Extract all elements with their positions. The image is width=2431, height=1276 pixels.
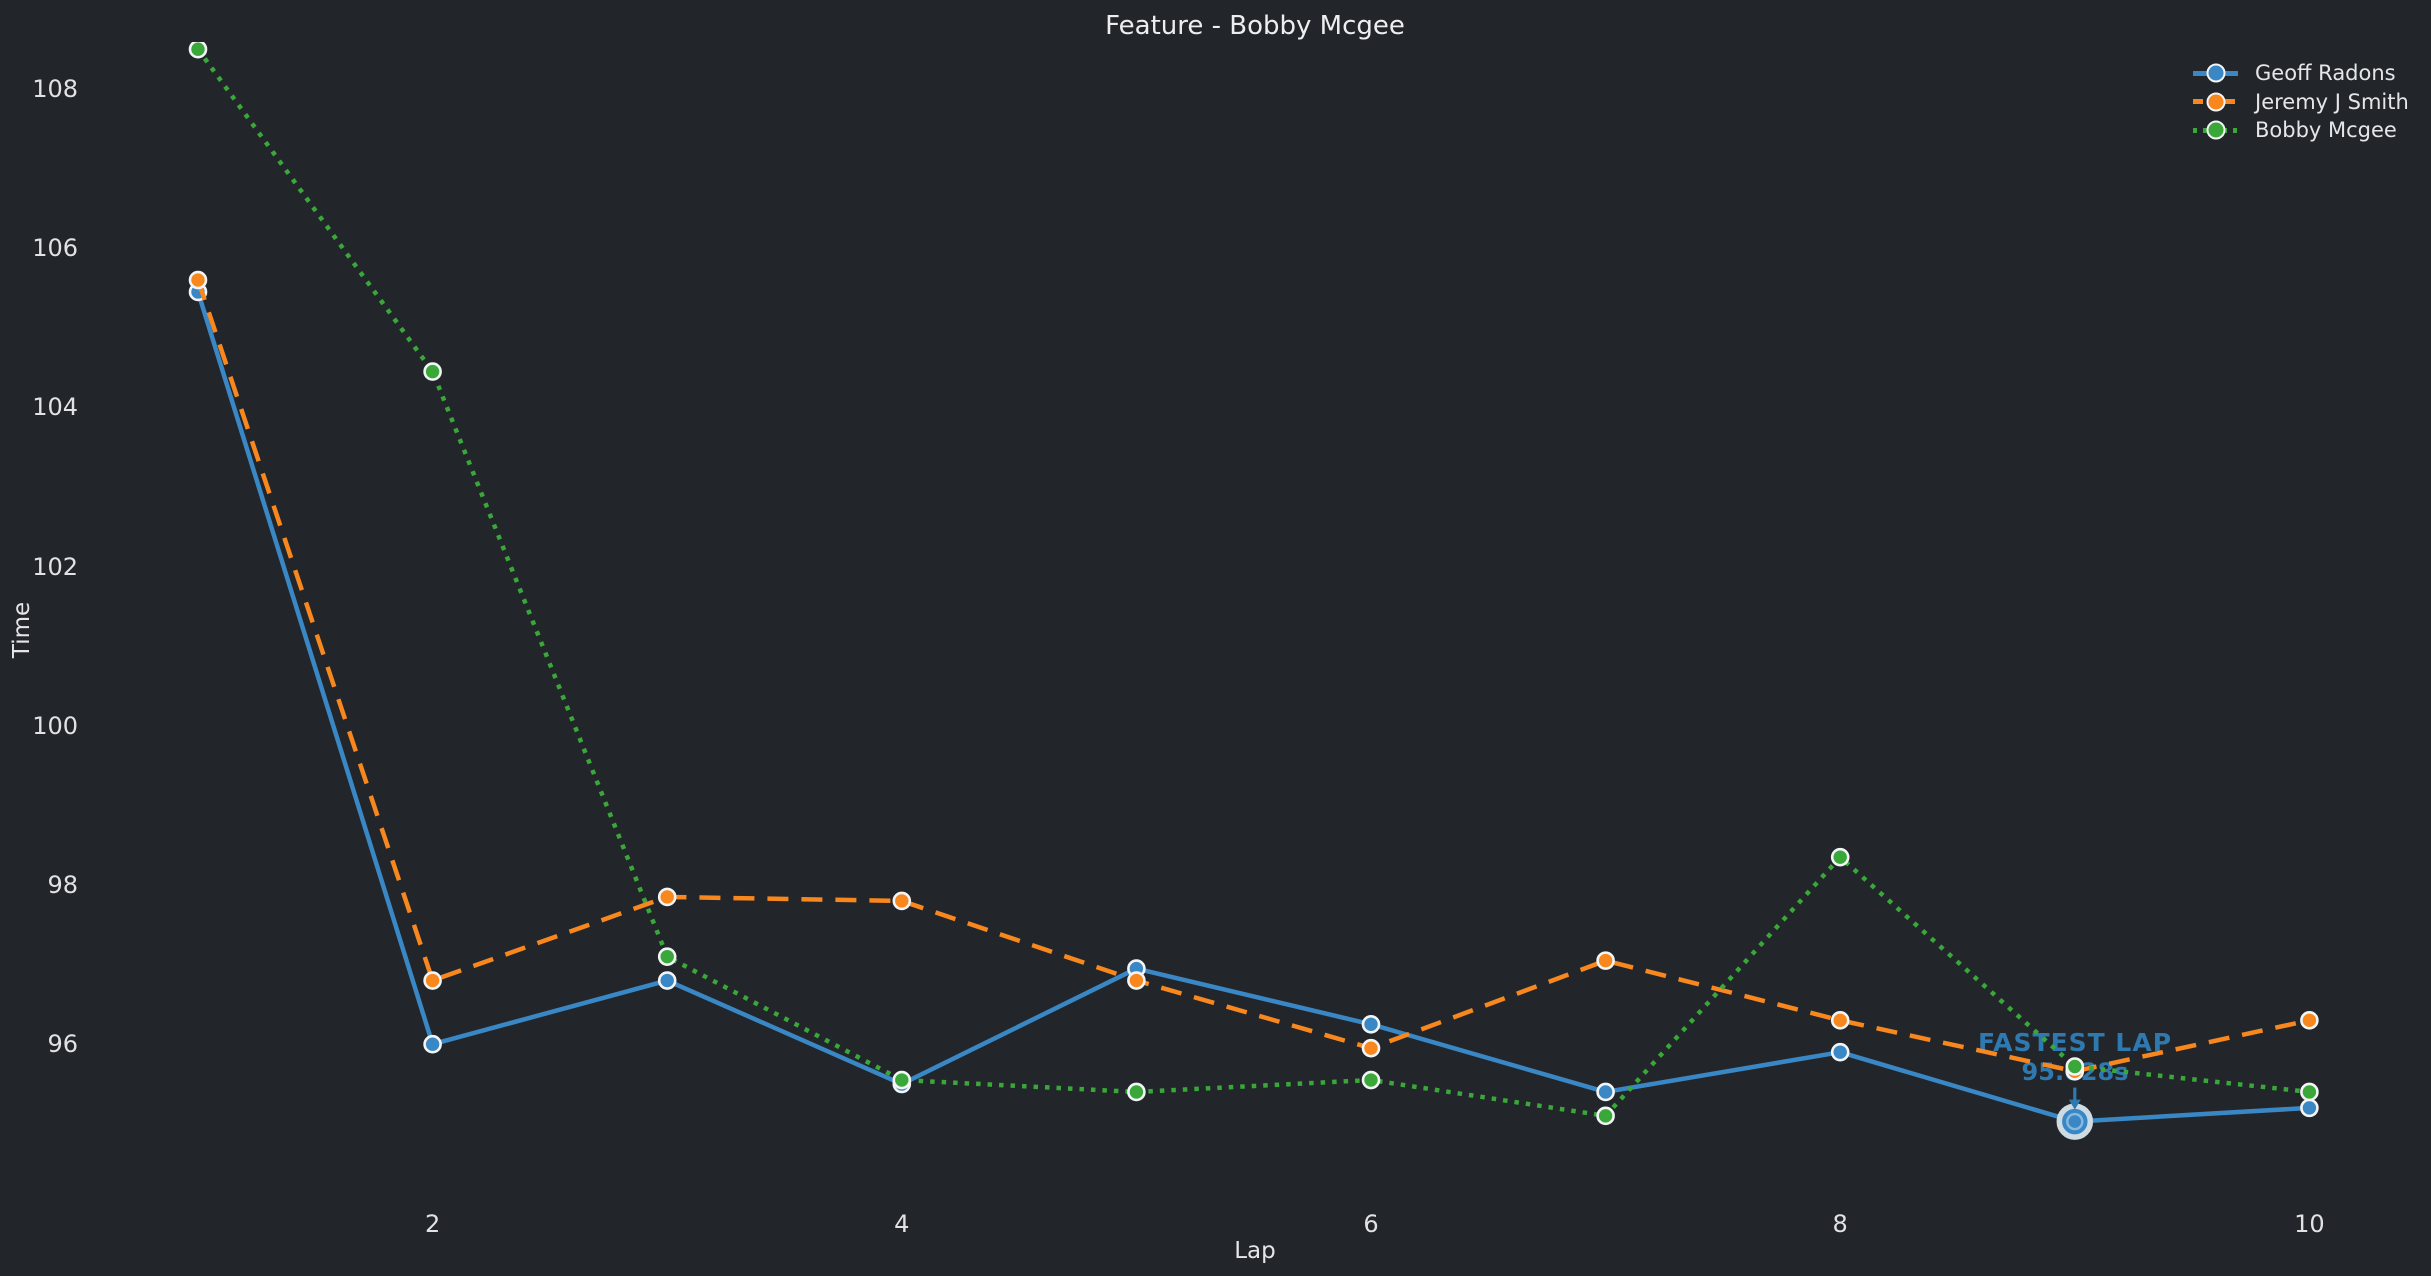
data-point-geoff-radons-lap-8 [1830, 1042, 1850, 1062]
data-point-bobby-mcgee-lap-2 [423, 362, 442, 381]
legend-item-geoff-radons: Geoff Radons [2193, 59, 2409, 88]
data-point-bobby-mcgee-lap-1 [188, 42, 208, 59]
data-point-bobby-mcgee-lap-4 [892, 1070, 912, 1090]
y-tick-label-98: 98 [47, 871, 78, 899]
legend-line-sample-geoff-radons [2193, 63, 2238, 83]
series-line-geoff-radons [195, 291, 2310, 1124]
data-point-bobby-mcgee-lap-5 [1127, 1082, 1146, 1102]
fastest-lap-marker [2056, 1087, 2094, 1140]
legend-label-bobby-mcgee: Bobby Mcgee [2255, 118, 2397, 143]
chart-title: Feature - Bobby Mcgee [1105, 11, 1405, 41]
data-point-geoff-radons-lap-7 [1596, 1082, 1615, 1102]
legend-item-jeremy-j-smith: Jeremy J Smith [2193, 88, 2409, 117]
legend-marker-bobby-mcgee [2206, 120, 2225, 140]
data-point-bobby-mcgee-lap-10 [2300, 1082, 2319, 1102]
legend-label-geoff-radons: Geoff Radons [2255, 61, 2396, 86]
series-line-jeremy-j-smith [195, 279, 2310, 1074]
legend-line-sample-bobby-mcgee [2193, 120, 2238, 140]
data-point-bobby-mcgee-lap-3 [657, 947, 677, 966]
series-line-bobby-mcgee [196, 47, 2310, 1119]
data-point-jeremy-j-smith-lap-2 [423, 971, 442, 990]
y-tick-label-100: 100 [32, 711, 78, 740]
series-jeremy-j-smith [188, 270, 2319, 1081]
fastest-lap-annotation-label: FASTEST LAP [1977, 1028, 2173, 1057]
legend-marker-jeremy-j-smith [2206, 92, 2225, 112]
data-point-geoff-radons-lap-6 [1361, 1015, 1381, 1034]
data-point-bobby-mcgee-lap-6 [1361, 1070, 1381, 1090]
legend-item-bobby-mcgee: Bobby Mcgee [2193, 116, 2409, 145]
legend-marker-geoff-radons [2206, 63, 2225, 83]
data-point-geoff-radons-lap-2 [423, 1034, 442, 1054]
data-point-jeremy-j-smith-lap-1 [188, 270, 208, 290]
data-point-jeremy-j-smith-lap-7 [1596, 951, 1615, 970]
x-tick-label-2: 2 [424, 1210, 441, 1238]
x-tick-label-6: 6 [1363, 1210, 1379, 1238]
data-point-jeremy-j-smith-lap-4 [892, 891, 912, 911]
y-tick-label-106: 106 [32, 234, 78, 263]
data-point-geoff-radons-lap-3 [657, 971, 677, 990]
data-point-bobby-mcgee-lap-8 [1830, 847, 1850, 867]
x-tick-label-8: 8 [1832, 1210, 1848, 1238]
series-geoff-radons [188, 282, 2319, 1131]
y-tick-label-96: 96 [47, 1030, 78, 1059]
legend-label-jeremy-j-smith: Jeremy J Smith [2255, 89, 2409, 114]
annotation-arrowhead [2068, 1099, 2081, 1110]
legend: Geoff Radons Jeremy J Smith Bobby Mcgee [2193, 59, 2409, 145]
series-bobby-mcgee [188, 42, 2319, 1126]
data-point-bobby-mcgee-lap-9 [2065, 1057, 2085, 1076]
data-point-jeremy-j-smith-lap-8 [1830, 1011, 1850, 1030]
x-axis-label: Lap [1234, 1238, 1276, 1264]
fastest-lap-marker-ring [2056, 1103, 2094, 1140]
data-point-jeremy-j-smith-lap-3 [657, 887, 677, 907]
data-point-jeremy-j-smith-lap-5 [1127, 971, 1146, 990]
data-point-geoff-radons-lap-10 [2300, 1098, 2319, 1118]
y-tick-label-102: 102 [32, 552, 78, 581]
y-tick-label-104: 104 [32, 393, 78, 422]
x-tick-label-4: 4 [894, 1210, 910, 1238]
data-point-jeremy-j-smith-lap-6 [1361, 1038, 1381, 1058]
x-tick-label-10: 10 [2294, 1210, 2325, 1238]
fastest-lap-marker-ring [2066, 1112, 2084, 1131]
data-point-jeremy-j-smith-lap-10 [2300, 1011, 2319, 1030]
legend-line-sample-jeremy-j-smith [2193, 92, 2238, 112]
y-axis-label: Time [9, 601, 35, 659]
data-point-bobby-mcgee-lap-7 [1596, 1106, 1615, 1126]
y-tick-label-108: 108 [32, 75, 78, 103]
